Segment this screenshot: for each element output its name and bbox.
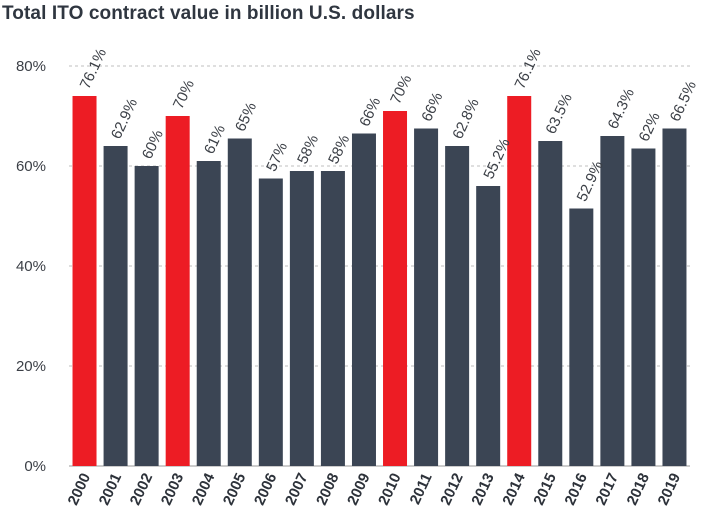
x-tick-label-2014: 2014 [499,470,529,508]
bar-2013 [476,186,501,466]
y-tick-label: 60% [16,158,46,175]
bar-2008 [320,171,345,466]
x-tick-label-2011: 2011 [407,471,436,508]
bar-2014 [507,96,532,466]
data-label-2005: 65% [232,100,260,134]
x-tick-label-2004: 2004 [189,470,219,508]
data-label-2004: 61% [201,122,229,156]
data-label-2008: 58% [325,132,353,166]
data-label-2015: 63.5% [542,91,575,137]
data-label-2009: 66% [356,95,384,129]
x-tick-label-2009: 2009 [344,471,374,508]
bar-2003 [165,116,190,466]
bar-2002 [134,166,159,466]
bar-2000 [72,96,97,466]
bar-2010 [383,111,408,466]
bar-2009 [351,133,376,466]
data-label-2003: 70% [170,77,198,111]
y-tick-label: 20% [16,358,46,375]
bar-2019 [662,128,687,466]
x-tick-label-2013: 2013 [468,471,498,508]
bar-2001 [103,146,128,466]
x-tick-label-2001: 2001 [96,471,126,508]
chart-title: Total ITO contract value in billion U.S.… [2,3,415,24]
bars [72,96,687,466]
data-label-2006: 57% [263,140,291,174]
x-tick-label-2018: 2018 [624,471,654,508]
data-label-2000: 76.1% [77,46,110,92]
x-tick-label-2016: 2016 [561,471,591,508]
x-tick-label-2000: 2000 [65,471,95,508]
data-label-2019: 66.5% [667,78,700,124]
x-tick-label-2002: 2002 [127,471,157,508]
data-label-2011: 66% [418,90,446,124]
x-tick-label-2005: 2005 [220,471,250,508]
data-label-2007: 58% [294,132,322,166]
data-label-2010: 70% [387,72,415,106]
x-tick-label-2008: 2008 [313,471,343,508]
x-tick-label-2019: 2019 [655,471,685,508]
bar-2011 [414,128,439,466]
data-label-2002: 60% [139,127,167,161]
data-label-2018: 62% [636,110,664,144]
bar-2004 [196,161,221,466]
x-tick-label-2017: 2017 [592,471,622,508]
y-tick-label: 40% [16,258,46,275]
gridlines [69,65,690,467]
x-axis-ticks: 2000 2001 2002 2003 2004 2005 2006 2007 2008 2009… [65,470,684,508]
x-tick-label-2003: 2003 [158,471,188,508]
bar-2006 [258,178,283,466]
data-label-2014: 76.1% [511,46,544,92]
y-tick-label: 80% [16,58,46,75]
bar-2007 [289,171,314,466]
y-axis-ticks: 0% 20% 40% 60% 80% [16,58,46,475]
x-tick-label-2012: 2012 [437,471,467,508]
data-label-2017: 64.3% [605,86,638,132]
bar-2016 [569,208,594,466]
bar-2012 [445,146,470,466]
x-tick-label-2006: 2006 [251,471,281,508]
bar-2005 [227,138,252,466]
bar-2015 [538,141,563,466]
data-label-2001: 62.9% [108,96,141,142]
y-tick-label: 0% [24,458,46,475]
x-tick-label-2015: 2015 [530,471,560,508]
x-tick-label-2010: 2010 [375,471,405,508]
bar-2017 [600,136,625,466]
x-tick-label-2007: 2007 [282,471,312,508]
data-label-2012: 62.8% [449,96,482,142]
bar-2018 [631,148,656,466]
